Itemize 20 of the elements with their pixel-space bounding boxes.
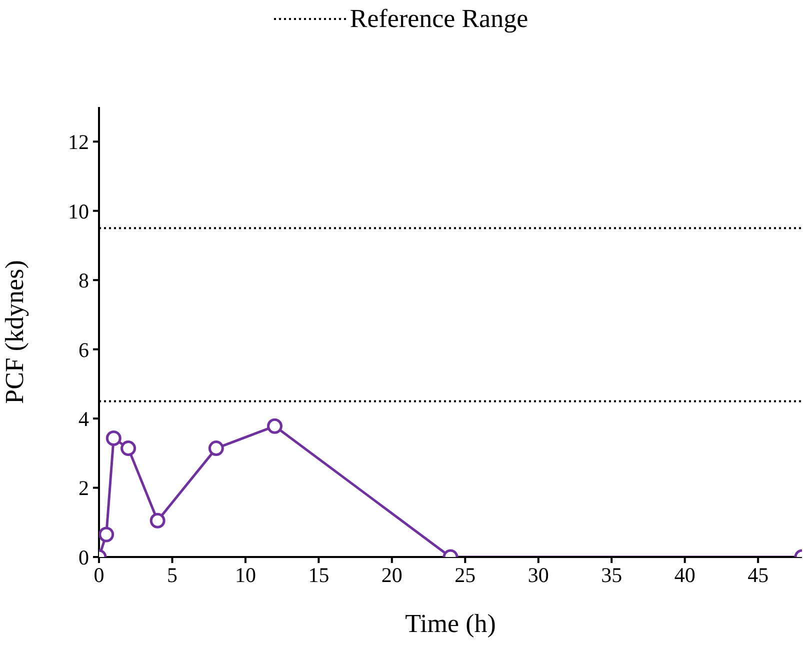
y-axis-title: PCF (kdynes) — [0, 260, 30, 404]
x-tick-label: 45 — [748, 562, 769, 587]
x-tick-label: 0 — [94, 562, 104, 587]
x-tick-label: 20 — [381, 562, 402, 587]
x-tick-label: 25 — [454, 562, 476, 587]
x-tick-label: 30 — [528, 562, 549, 587]
y-tick-label: 4 — [78, 406, 90, 431]
y-tick-label: 6 — [78, 338, 89, 362]
y-tick-label: 8 — [78, 268, 89, 293]
y-tick-label: 0 — [78, 545, 89, 570]
x-tick-label: 40 — [674, 562, 696, 587]
x-tick-label: 15 — [308, 562, 330, 587]
y-tick-label: 12 — [68, 130, 89, 154]
x-tick-label: 35 — [601, 562, 622, 587]
y-tick-label: 2 — [78, 476, 89, 500]
legend-label: Reference Range — [350, 4, 528, 34]
x-tick-label: 10 — [234, 562, 256, 587]
x-tick-label: 5 — [166, 562, 178, 587]
x-axis-title: Time (h) — [405, 609, 496, 638]
y-tick-label: 10 — [68, 199, 89, 224]
